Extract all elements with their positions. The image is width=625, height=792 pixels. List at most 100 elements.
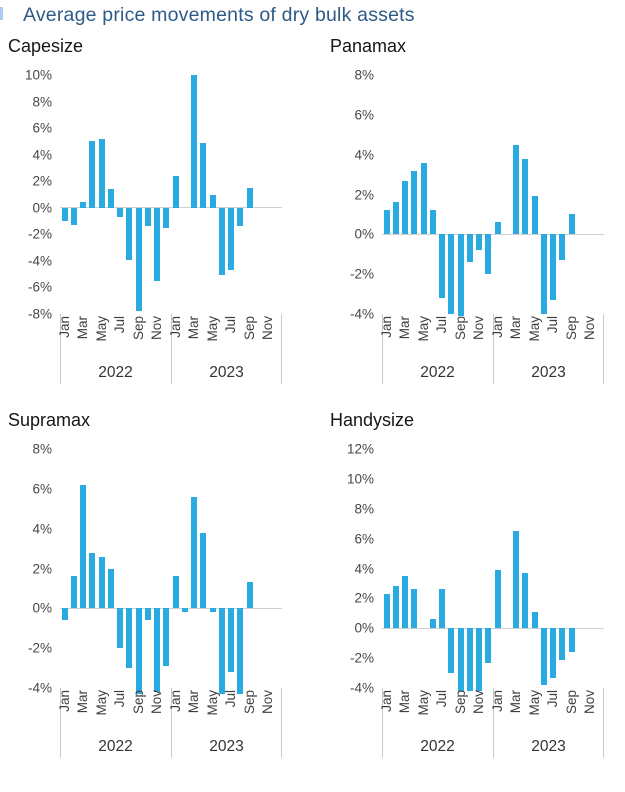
y-tick-label: -8%	[27, 306, 52, 322]
y-tick-label: 6%	[354, 531, 374, 547]
y-tick-label: 10%	[24, 67, 52, 83]
bar	[117, 608, 124, 649]
bar	[522, 158, 529, 235]
y-tick-label: -2%	[349, 266, 374, 282]
month-tick-label: Nov	[471, 316, 487, 341]
bar	[117, 207, 124, 218]
month-tick-label: May	[204, 690, 220, 716]
bar	[144, 207, 151, 227]
bar	[107, 189, 114, 208]
bar	[457, 628, 464, 691]
month-tick-label: Jul	[545, 690, 561, 708]
y-tick-label: 2%	[354, 187, 374, 202]
y-tick-label: 2%	[32, 173, 52, 189]
y-tick-label: 2%	[354, 590, 374, 606]
month-tick-label: Sep	[130, 690, 146, 715]
bar	[439, 234, 446, 299]
month-tick-label: Jan	[167, 316, 183, 338]
page-title: Average price movements of dry bulk asse…	[23, 4, 415, 26]
month-tick-label: Mar	[397, 690, 413, 714]
month-tick-label: Sep	[130, 316, 146, 341]
bar	[191, 75, 198, 208]
bar	[218, 207, 225, 276]
y-axis: 12% 10% 8% 6% 4% 2% 0% -2% -4%	[328, 442, 374, 696]
y-tick-label: 4%	[354, 561, 374, 576]
chart-panel-handysize: Handysize 12% 10% 8% 6% 4% 2% 0% -2% -4% Jan Mar Ma…	[328, 410, 625, 761]
bar	[172, 576, 179, 609]
month-tick-label: Jul	[545, 316, 561, 334]
bar	[163, 207, 170, 228]
bar	[411, 170, 418, 235]
month-tick-label: Sep	[452, 690, 468, 715]
bar	[540, 628, 547, 685]
y-tick-label: -2%	[27, 226, 52, 242]
y-tick-label: -4%	[27, 680, 52, 696]
bar	[420, 162, 427, 235]
y-tick-label: -2%	[349, 650, 374, 666]
bar	[494, 222, 501, 235]
month-tick-label: Jan	[378, 690, 394, 712]
bar	[163, 608, 170, 667]
y-tick-label: 8%	[354, 501, 374, 517]
year-divider-line	[603, 688, 604, 758]
month-tick-label: Nov	[582, 316, 598, 341]
bar	[383, 593, 390, 629]
month-tick-label: Sep	[563, 316, 579, 341]
month-tick-label: Nov	[260, 316, 276, 341]
year-label: 2023	[209, 364, 244, 381]
y-axis: 8% 6% 4% 2% 0% -2% -4%	[6, 442, 52, 696]
bar	[70, 576, 77, 609]
y-axis: 10% 8% 6% 4% 2% 0% -2% -4% -6% -8%	[6, 68, 52, 322]
bar	[559, 234, 566, 261]
y-tick-label: 4%	[354, 147, 374, 163]
bar	[191, 496, 198, 609]
bar	[209, 194, 216, 208]
bar	[513, 531, 520, 629]
chart-handysize: 12% 10% 8% 6% 4% 2% 0% -2% -4% Jan Mar May Jul Sep Nov…	[328, 439, 625, 761]
bar	[439, 589, 446, 629]
bar	[531, 196, 538, 235]
bar	[126, 608, 133, 669]
bar	[485, 234, 492, 275]
bar	[237, 207, 244, 227]
chart-panel-capesize: Capesize 10% 8% 6% 4% 2% 0% -2% -4% -6% -8% Jan Mar…	[6, 36, 308, 387]
x-axis: Jan Mar May Jul Sep Nov 2022 Jan Mar May Jul Sep Nov…	[57, 688, 282, 760]
zero-gridline	[382, 627, 604, 629]
bar	[237, 608, 244, 694]
bar	[144, 608, 151, 621]
chart-panel-supramax: Supramax 8% 6% 4% 2% 0% -2% -4% Jan Mar May Jul Sep…	[6, 410, 308, 761]
year-label: 2022	[98, 364, 133, 381]
year-label: 2023	[531, 364, 566, 381]
bar	[135, 207, 142, 312]
bar	[218, 608, 225, 694]
chart-title: Capesize	[8, 36, 84, 56]
chart-title: Handysize	[330, 410, 415, 430]
month-tick-label: Jul	[112, 690, 128, 708]
zero-gridline	[60, 207, 282, 209]
bar	[568, 628, 575, 653]
month-tick-label: Mar	[508, 690, 524, 714]
month-tick-label: Sep	[241, 316, 257, 341]
year-label: 2023	[209, 738, 244, 755]
year-label: 2023	[531, 738, 566, 755]
month-tick-label: Jul	[112, 316, 128, 334]
year-divider-line	[382, 314, 383, 384]
x-axis: Jan Mar May Jul Sep Nov 2022 Jan Mar May Jul Sep Nov…	[57, 314, 282, 386]
x-axis: Jan Mar May Jul Sep Nov 2022 Jan Mar May Jul Sep Nov…	[378, 688, 604, 760]
year-divider-line	[60, 688, 61, 758]
chart-supramax: 8% 6% 4% 2% 0% -2% -4% Jan Mar May Jul Sep Nov 2022 Ja…	[6, 439, 308, 761]
bar	[402, 180, 409, 235]
bar	[126, 207, 133, 260]
y-tick-label: 0%	[32, 600, 52, 616]
y-tick-label: 0%	[354, 620, 374, 636]
y-tick-label: -4%	[27, 253, 52, 269]
bar	[80, 202, 87, 208]
bar	[429, 619, 436, 629]
year-divider-line	[281, 314, 282, 384]
bar	[402, 575, 409, 629]
month-tick-label: Mar	[75, 690, 91, 714]
plot-area	[382, 449, 604, 691]
month-tick-label: Mar	[508, 316, 524, 340]
bar	[228, 608, 235, 673]
month-tick-label: May	[415, 690, 431, 716]
